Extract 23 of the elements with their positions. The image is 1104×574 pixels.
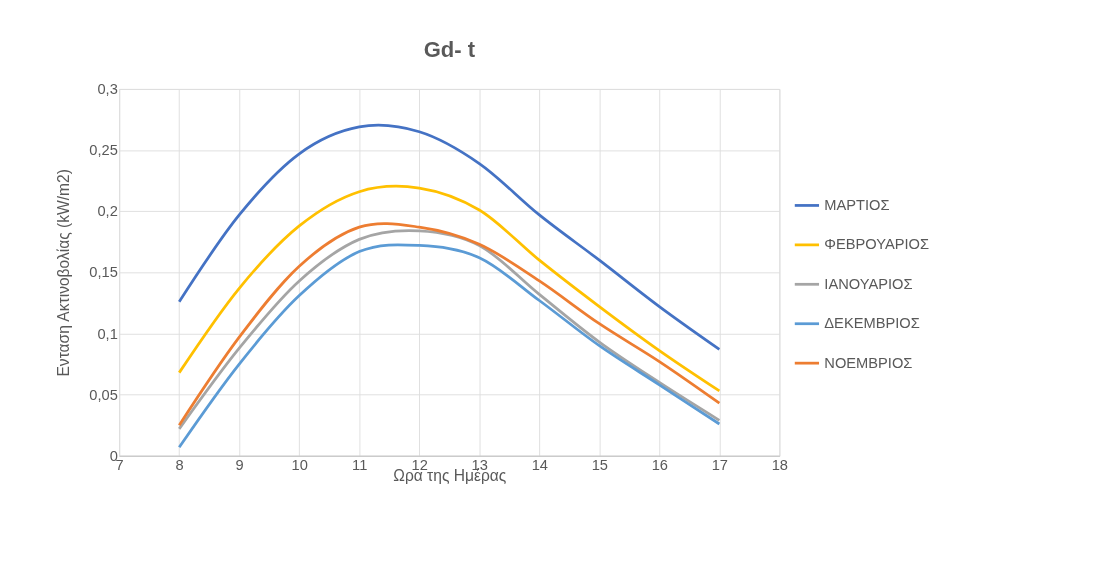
- x-tick-label: 17: [711, 456, 728, 473]
- legend-label: ΜΑΡΤΙΟΣ: [824, 197, 890, 214]
- legend-label: ΝΟΕΜΒΡΙΟΣ: [824, 354, 913, 371]
- x-tick-label: 9: [235, 456, 244, 473]
- y-tick-label: 0,3: [97, 81, 118, 98]
- legend-label: ΦΕΒΡΟΥΑΡΙΟΣ: [824, 236, 930, 253]
- y-tick-label: 0,15: [89, 264, 118, 281]
- x-tick-label: 18: [771, 456, 789, 473]
- x-tick-label: 11: [352, 456, 368, 473]
- y-tick-label: 0,05: [89, 386, 118, 403]
- x-tick-label: 10: [291, 456, 308, 473]
- x-tick-label: 16: [651, 456, 668, 473]
- legend-label: ΙΑΝΟΥΑΡΙΟΣ: [824, 275, 913, 292]
- x-tick-label: 14: [531, 456, 548, 473]
- y-axis-title: Ενταση Ακτινοβολίας (kW/m2): [55, 169, 73, 377]
- y-tick-label: 0,1: [97, 325, 118, 342]
- x-tick-label: 15: [591, 456, 608, 473]
- y-tick-label: 0: [109, 447, 118, 464]
- y-tick-label: 0,2: [97, 203, 118, 220]
- chart-title: Gd- t: [423, 36, 476, 62]
- x-tick-label: 8: [175, 456, 184, 473]
- y-tick-label: 0,25: [89, 142, 118, 159]
- legend-label: ΔΕΚΕΜΒΡΙΟΣ: [824, 315, 920, 332]
